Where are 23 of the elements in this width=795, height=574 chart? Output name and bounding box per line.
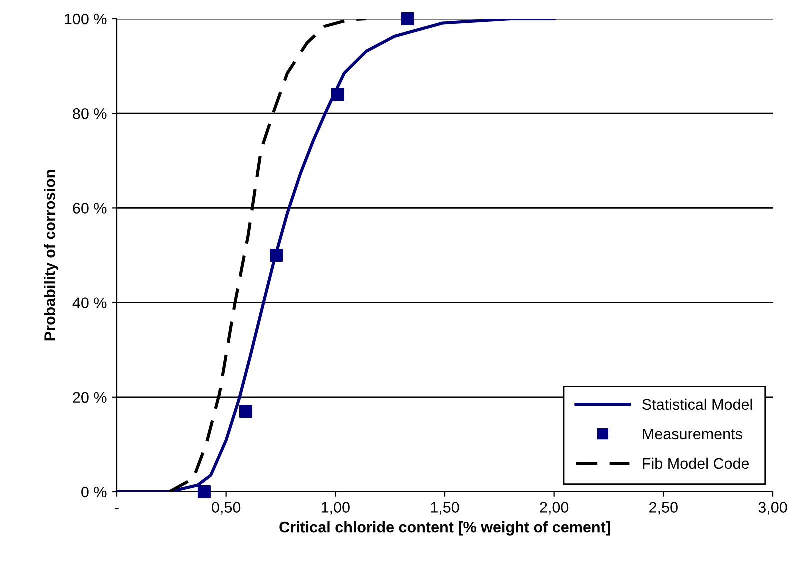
point [270, 248, 284, 262]
point [198, 485, 211, 499]
legend-label: Statistical Model [642, 398, 752, 410]
y-tick-label: 80 % [73, 108, 107, 120]
point [331, 88, 344, 102]
legend-label: Fib Model Code [643, 458, 750, 470]
x-tick-label: 0,50 [212, 502, 241, 515]
y-tick-label: 0 % [82, 486, 107, 498]
x-axis-title: Critical chloride content [% weight of cement] [280, 522, 610, 536]
y-tick-label: 100 % [65, 14, 107, 25]
legend-label: Measurements [643, 428, 742, 440]
x-tick-label: 1,00 [322, 502, 350, 515]
y-tick-label: 40 % [72, 298, 107, 308]
x-tick-label: 2,50 [650, 502, 678, 515]
x-tick-label: 1,50 [431, 502, 460, 515]
y-tick-label: 20 % [73, 392, 107, 404]
y-tick-label: 60 % [73, 203, 107, 214]
x-tick-label: 2,00 [540, 502, 569, 515]
y-axis-title: Probability of corrosion [44, 170, 58, 341]
point [240, 405, 253, 418]
x-tick-label: 3,00 [758, 502, 788, 515]
x-tick-label: - [115, 508, 119, 510]
point [401, 12, 414, 26]
